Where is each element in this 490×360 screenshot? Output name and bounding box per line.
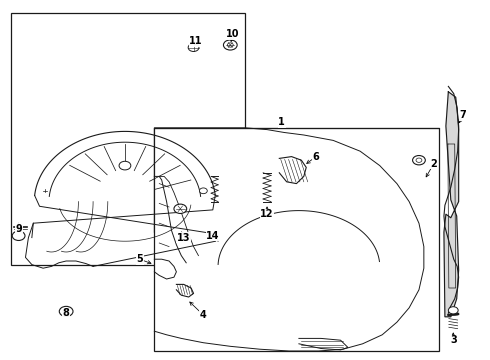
Circle shape [416, 158, 422, 162]
Text: 14: 14 [206, 231, 220, 241]
Circle shape [174, 204, 187, 213]
Circle shape [448, 307, 458, 314]
Text: 3: 3 [450, 335, 457, 345]
Polygon shape [444, 92, 459, 317]
Text: 12: 12 [260, 209, 274, 219]
Text: 7: 7 [460, 110, 466, 120]
Text: 5: 5 [136, 254, 143, 264]
Circle shape [188, 44, 199, 51]
Text: 2: 2 [430, 159, 437, 169]
Text: 1: 1 [278, 117, 285, 127]
Circle shape [12, 231, 25, 240]
Circle shape [63, 309, 69, 314]
Text: 6: 6 [313, 152, 319, 162]
Circle shape [59, 306, 73, 316]
Circle shape [199, 188, 207, 194]
Circle shape [413, 156, 425, 165]
Text: 9: 9 [15, 224, 22, 234]
Text: 8: 8 [63, 308, 70, 318]
Circle shape [119, 161, 131, 170]
Text: 13: 13 [177, 233, 191, 243]
Bar [154, 128, 439, 351]
Circle shape [227, 43, 233, 47]
Text: 4: 4 [200, 310, 207, 320]
Text: 11: 11 [189, 36, 203, 46]
Bar [11, 13, 245, 265]
Circle shape [223, 40, 237, 50]
Text: 10: 10 [226, 29, 240, 39]
